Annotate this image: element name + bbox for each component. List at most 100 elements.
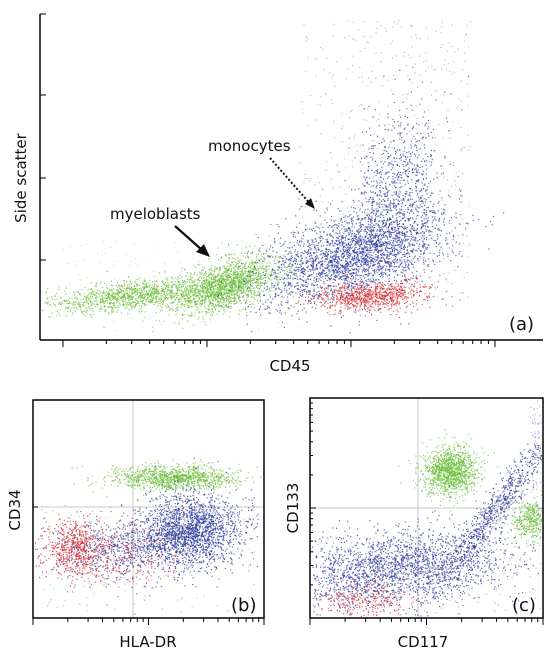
panel-a-point xyxy=(176,283,178,285)
panel-a-point xyxy=(188,289,190,291)
panel-a-point xyxy=(139,308,141,310)
panel-a-point xyxy=(442,208,445,210)
panel-a-point xyxy=(42,309,44,312)
panel-a-point xyxy=(151,302,153,304)
panel-a-point xyxy=(341,201,343,203)
panel-a-point xyxy=(134,293,136,295)
panel-a-point xyxy=(425,70,427,72)
panel-a-point xyxy=(328,264,330,267)
panel-a-point xyxy=(283,296,285,298)
panel-a-point xyxy=(119,287,121,290)
panel-a-point xyxy=(143,261,145,263)
panel-a-point xyxy=(167,305,169,308)
panel-a-point xyxy=(263,269,265,271)
panel-a-point xyxy=(215,295,217,297)
panel-a-point xyxy=(129,302,131,304)
panel-a-point xyxy=(406,229,408,230)
panel-a-point xyxy=(464,52,466,54)
panel-a-point xyxy=(250,288,252,290)
panel-a-point xyxy=(235,288,237,290)
panel-a-point xyxy=(237,263,239,265)
panel-a-point xyxy=(220,292,222,294)
panel-a-point xyxy=(106,270,108,272)
panel-a-point xyxy=(211,314,214,316)
panel-a-point xyxy=(392,26,394,28)
panel-a-point xyxy=(183,314,185,316)
panel-a-point xyxy=(295,254,297,256)
panel-a-point xyxy=(104,301,106,303)
panel-a-point xyxy=(230,280,232,282)
panel-a-point xyxy=(236,280,238,282)
panel-a-point xyxy=(161,309,163,311)
panel-a-point xyxy=(222,272,224,274)
panel-a-point xyxy=(319,237,321,239)
panel-a-point xyxy=(286,289,288,291)
panel-a-point xyxy=(144,297,146,299)
panel-a-point xyxy=(461,250,463,252)
panel-a-point xyxy=(404,226,406,228)
panel-a-point xyxy=(194,291,196,294)
panel-a-point xyxy=(100,308,102,310)
panel-a-point xyxy=(406,238,408,241)
panel-a-point xyxy=(202,290,204,292)
panel-a-point xyxy=(116,307,118,309)
panel-a-point xyxy=(413,248,415,250)
panel-a-point xyxy=(362,293,363,295)
panel-a-point xyxy=(394,238,396,240)
panel-a-point xyxy=(357,214,359,216)
panel-a-point xyxy=(223,304,225,306)
panel-a-point xyxy=(205,270,207,272)
panel-a-point xyxy=(346,207,348,209)
panel-a-point xyxy=(222,307,224,309)
panel-a-point xyxy=(440,47,442,48)
panel-a-point xyxy=(150,300,153,302)
panel-a-point xyxy=(117,289,119,291)
panel-a-point xyxy=(169,293,172,295)
panel-a-point xyxy=(356,272,358,274)
panel-a-point xyxy=(223,291,226,293)
panel-a-point xyxy=(190,277,192,279)
panel-a-point xyxy=(159,310,162,312)
panel-a-point xyxy=(111,293,113,296)
panel-a-point xyxy=(453,162,454,164)
panel-a-point xyxy=(363,245,365,247)
panel-a-point xyxy=(316,294,318,296)
panel-a-point xyxy=(226,275,228,277)
panel-a-point xyxy=(378,262,380,265)
panel-a-point xyxy=(228,307,230,309)
panel-a-point xyxy=(347,293,349,295)
panel-a-point xyxy=(374,271,376,273)
panel-a-point xyxy=(171,302,173,305)
panel-a-point xyxy=(201,283,203,285)
panel-a-point xyxy=(298,289,300,291)
panel-a-point xyxy=(307,246,309,248)
panel-a-point xyxy=(224,289,226,291)
panel-a-point xyxy=(217,305,219,307)
panel-a-point xyxy=(167,305,169,307)
panel-a-point xyxy=(347,257,349,259)
panel-a-point xyxy=(308,275,310,277)
panel-a-point xyxy=(302,279,304,281)
panel-a-point xyxy=(133,296,135,298)
panel-a-point xyxy=(322,238,324,240)
panel-a-point xyxy=(363,257,365,259)
panel-a-point xyxy=(445,239,447,240)
panel-a-point xyxy=(327,266,329,268)
panel-a-point xyxy=(219,280,221,282)
panel-a-point xyxy=(414,63,416,65)
panel-a-point xyxy=(227,282,229,284)
panel-a-point xyxy=(293,245,296,247)
panel-a-point xyxy=(315,255,317,258)
panel-a-point xyxy=(261,266,263,268)
panel-a-point xyxy=(51,298,54,300)
panel-a-point xyxy=(217,303,219,306)
panel-a-point xyxy=(68,302,70,305)
panel-a-point xyxy=(104,294,106,296)
panel-a-point xyxy=(121,300,124,302)
panel-a-point xyxy=(358,76,360,78)
panel-a-point xyxy=(221,274,223,277)
panel-a-point xyxy=(434,212,436,215)
panel-a-point xyxy=(63,300,65,302)
panel-a-point xyxy=(241,252,243,254)
panel-a-point xyxy=(291,284,293,286)
